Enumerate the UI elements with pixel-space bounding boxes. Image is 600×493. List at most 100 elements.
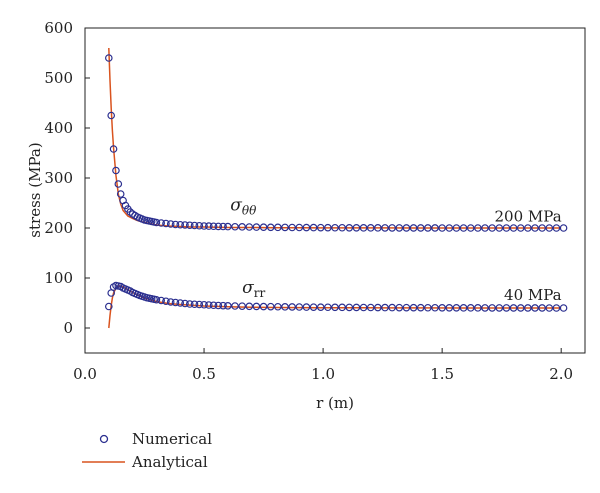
x-tick-label: 1.0 [311,365,335,383]
numerical-point-sigma-tt [295,223,304,232]
numerical-point-sigma-tt [181,221,189,229]
series-layer [105,47,568,329]
numerical-point-sigma-rr [331,303,339,312]
x-axis-title: r (m) [316,394,354,412]
numerical-point-sigma-rr [231,302,239,310]
numerical-point-sigma-tt [509,224,518,232]
numerical-point-sigma-tt [171,220,180,229]
numerical-point-sigma-tt [214,222,223,231]
numerical-point-sigma-rr [166,298,175,306]
numerical-point-sigma-tt [481,224,489,232]
numerical-point-sigma-tt [438,224,446,232]
numerical-point-sigma-tt [538,224,546,232]
numerical-point-sigma-tt [531,224,539,232]
numerical-point-sigma-tt [459,224,468,232]
numerical-point-sigma-tt [185,221,194,230]
numerical-point-sigma-tt [195,221,204,230]
numerical-point-sigma-rr [185,300,194,308]
numerical-point-sigma-rr [266,302,275,311]
numerical-point-sigma-rr [374,303,382,312]
numerical-point-sigma-tt [402,224,411,232]
numerical-point-sigma-tt [338,223,346,232]
numerical-point-sigma-tt [545,224,554,232]
numerical-point-sigma-rr [438,303,446,312]
y-tick-label: 0 [63,319,73,337]
numerical-point-sigma-rr [190,300,199,309]
numerical-point-sigma-tt [274,223,282,232]
numerical-point-sigma-tt [266,223,275,232]
y-tick-label: 400 [44,119,73,137]
numerical-point-sigma-rr [195,300,204,309]
numerical-point-sigma-rr [359,303,368,312]
sigma-rr-subscript: rr [254,286,266,300]
numerical-point-sigma-rr [157,296,165,305]
numerical-point-sigma-rr [445,303,454,312]
numerical-point-sigma-tt [231,222,239,231]
numerical-point-sigma-rr [488,304,496,312]
x-tick-label: 1.5 [430,365,454,383]
y-tick-label: 600 [44,19,73,37]
numerical-point-sigma-tt [416,224,425,232]
numerical-point-sigma-rr [338,303,346,312]
numerical-point-sigma-rr [209,301,218,310]
x-tick-label: 0.5 [192,365,216,383]
numerical-point-sigma-tt [424,224,432,232]
numerical-point-sigma-tt [205,222,213,230]
numerical-point-sigma-rr [288,303,296,311]
numerical-point-sigma-rr [259,302,268,311]
numerical-point-sigma-rr [214,301,223,310]
numerical-point-sigma-tt [409,224,418,232]
numerical-point-sigma-tt [238,223,246,231]
sigma-rr-base: σ [242,278,254,298]
numerical-point-sigma-tt [495,224,504,232]
numerical-point-sigma-tt [281,223,289,232]
numerical-point-sigma-rr [495,304,504,312]
numerical-point-sigma-rr [474,304,482,312]
numerical-point-sigma-rr [181,299,189,308]
annotation-40-mpa: 40 MPa [504,286,562,304]
x-tick-label: 0.0 [73,365,97,383]
numerical-point-sigma-rr [516,304,525,312]
numerical-point-sigma-tt [466,224,475,232]
numerical-point-sigma-rr [452,303,461,312]
numerical-point-sigma-tt [200,222,208,230]
numerical-point-sigma-rr [552,304,561,312]
analytical-line-sigma-rr [108,285,562,329]
numerical-point-sigma-rr [431,303,439,312]
numerical-point-sigma-rr [316,303,325,312]
numerical-point-sigma-rr [252,302,261,311]
numerical-point-sigma-tt [359,224,368,232]
numerical-point-sigma-rr [395,303,404,312]
y-axis-title: stress (MPa) [26,142,44,237]
legend: Numerical Analytical [82,430,212,471]
numerical-point-sigma-tt [259,223,268,232]
sigma-theta-subscript: θθ [242,204,257,218]
numerical-point-sigma-rr [152,295,161,304]
numerical-point-sigma-rr [424,303,432,312]
sigma-theta-base: σ [230,196,242,216]
numerical-point-sigma-rr [302,303,311,311]
x-axis-ticks: 0.0 0.5 1.0 1.5 2.0 [73,348,573,383]
numerical-point-sigma-tt [309,223,318,232]
numerical-point-sigma-tt [488,224,496,232]
numerical-point-sigma-rr [459,304,468,312]
numerical-point-sigma-tt [395,224,404,232]
numerical-point-sigma-rr [219,301,227,310]
numerical-point-sigma-rr [366,303,375,312]
numerical-point-sigma-tt [107,111,115,120]
numerical-point-sigma-tt [126,208,135,216]
numerical-point-sigma-tt [552,224,561,232]
numerical-point-sigma-tt [152,218,161,227]
numerical-point-sigma-tt [445,224,454,232]
numerical-point-sigma-rr [105,302,113,311]
numerical-point-sigma-rr [402,303,411,312]
numerical-point-sigma-rr [524,304,532,312]
numerical-point-sigma-rr [324,303,332,312]
numerical-point-sigma-tt [219,222,227,231]
numerical-point-sigma-tt [224,222,232,231]
numerical-point-sigma-rr [409,303,418,312]
numerical-point-sigma-rr [176,299,185,307]
numerical-point-sigma-rr [274,302,282,311]
numerical-point-sigma-tt [331,223,339,232]
